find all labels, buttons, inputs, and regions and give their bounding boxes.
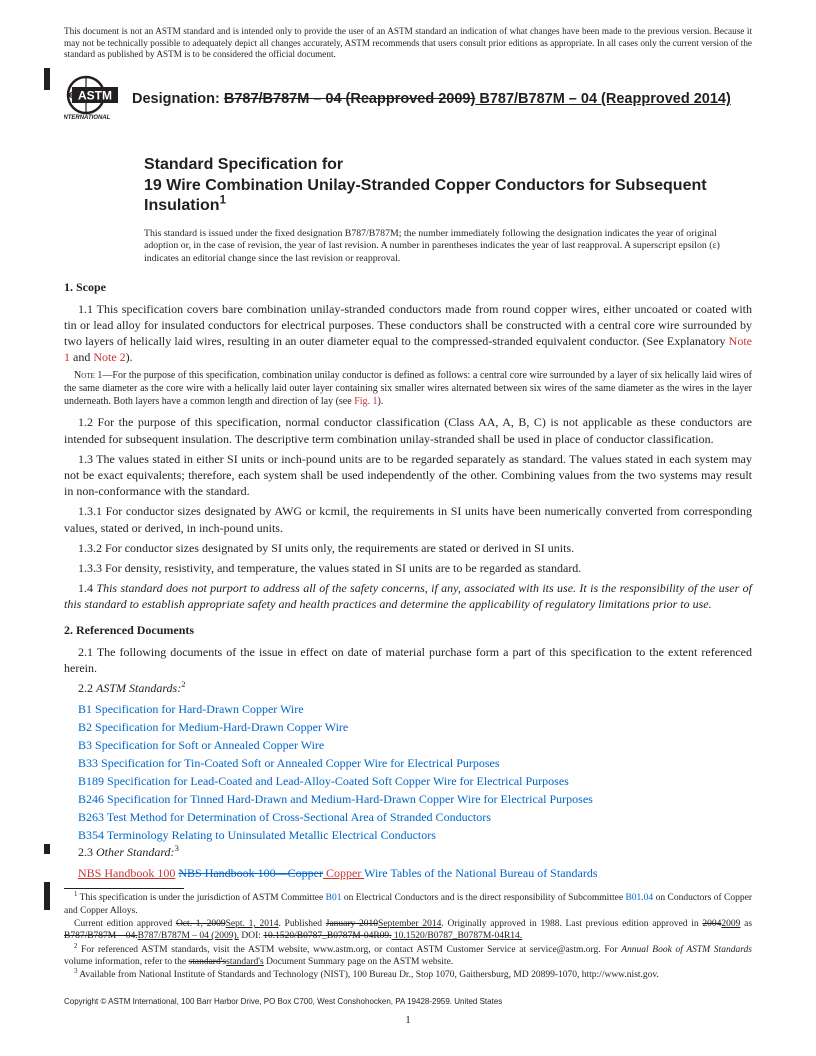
footnote-2: 2 For referenced ASTM standards, visit t…	[64, 944, 752, 969]
standard-item[interactable]: B189 Specification for Lead-Coated and L…	[78, 772, 752, 790]
designation-label: Designation:	[132, 91, 224, 107]
change-bar	[44, 68, 50, 90]
para-1-2: 1.2 For the purpose of this specificatio…	[64, 414, 752, 446]
subcommittee-link[interactable]: B01.04	[625, 893, 653, 903]
committee-b01-link[interactable]: B01	[326, 893, 342, 903]
section-2-heading: 2. Referenced Documents	[64, 623, 752, 638]
copyright-line: Copyright © ASTM International, 100 Barr…	[64, 997, 502, 1006]
para-1-4: 1.4 This standard does not purport to ad…	[64, 580, 752, 612]
footnote-1b: Current edition approved Oct. 1, 2009Sep…	[64, 918, 752, 943]
standard-item[interactable]: B2 Specification for Medium-Hard-Drawn C…	[78, 718, 752, 736]
para-1-3-2: 1.3.2 For conductor sizes designated by …	[64, 540, 752, 556]
top-disclaimer: This document is not an ASTM standard an…	[64, 26, 752, 61]
para-1-3-1: 1.3.1 For conductor sizes designated by …	[64, 503, 752, 535]
footnote-3: 3 Available from National Institute of S…	[64, 969, 752, 981]
para-1-3-3: 1.3.3 For density, resistivity, and temp…	[64, 560, 752, 576]
standard-item[interactable]: B354 Terminology Relating to Uninsulated…	[78, 826, 752, 844]
para-1-3: 1.3 The values stated in either SI units…	[64, 451, 752, 500]
para-2-3: 2.3 Other Standard:3	[64, 844, 752, 860]
designation-line: Designation: B787/B787M – 04 (Reapproved…	[132, 90, 731, 110]
para-1-1: 1.1 This specification covers bare combi…	[64, 301, 752, 366]
svg-text:ASTM: ASTM	[78, 88, 112, 102]
other-standards-list: NBS Handbook 100 NBS Handbook 100—Copper…	[78, 864, 752, 882]
change-bar	[44, 844, 50, 854]
change-bar	[44, 882, 50, 910]
title-block: Standard Specification for 19 Wire Combi…	[144, 156, 752, 216]
astm-standards-list: B1 Specification for Hard-Drawn Copper W…	[78, 700, 752, 844]
standard-item[interactable]: B1 Specification for Hard-Drawn Copper W…	[78, 700, 752, 718]
standard-item[interactable]: B263 Test Method for Determination of Cr…	[78, 808, 752, 826]
para-2-1: 2.1 The following documents of the issue…	[64, 644, 752, 676]
fig-1-link[interactable]: Fig. 1	[354, 396, 377, 407]
footnotes: 1 This specification is under the jurisd…	[64, 892, 752, 981]
standard-item[interactable]: B33 Specification for Tin-Coated Soft or…	[78, 754, 752, 772]
issue-note: This standard is issued under the fixed …	[144, 228, 722, 266]
title-line-1: Standard Specification for	[144, 156, 752, 174]
svg-text:INTERNATIONAL: INTERNATIONAL	[64, 115, 111, 121]
note-1: Note 1—For the purpose of this specifica…	[64, 369, 752, 408]
standard-item[interactable]: B3 Specification for Soft or Annealed Co…	[78, 736, 752, 754]
nbs-standard[interactable]: NBS Handbook 100 NBS Handbook 100—Copper…	[78, 864, 752, 882]
section-1-heading: 1. Scope	[64, 280, 752, 295]
designation-new: B787/B787M – 04 (Reapproved 2014)	[475, 91, 731, 107]
note-2-link[interactable]: Note 2	[93, 350, 125, 364]
standard-item[interactable]: B246 Specification for Tinned Hard-Drawn…	[78, 790, 752, 808]
title-line-2: 19 Wire Combination Unilay-Stranded Copp…	[144, 176, 752, 216]
footnote-1: 1 This specification is under the jurisd…	[64, 892, 752, 917]
header-row: ASTM INTERNATIONAL Designation: B787/B78…	[64, 75, 752, 126]
page-number: 1	[0, 1014, 816, 1026]
designation-old: B787/B787M – 04 (Reapproved 2009)	[224, 91, 475, 107]
para-2-2: 2.2 ASTM Standards:2	[64, 680, 752, 696]
astm-logo: ASTM INTERNATIONAL	[64, 75, 122, 126]
footnote-rule	[64, 888, 184, 889]
